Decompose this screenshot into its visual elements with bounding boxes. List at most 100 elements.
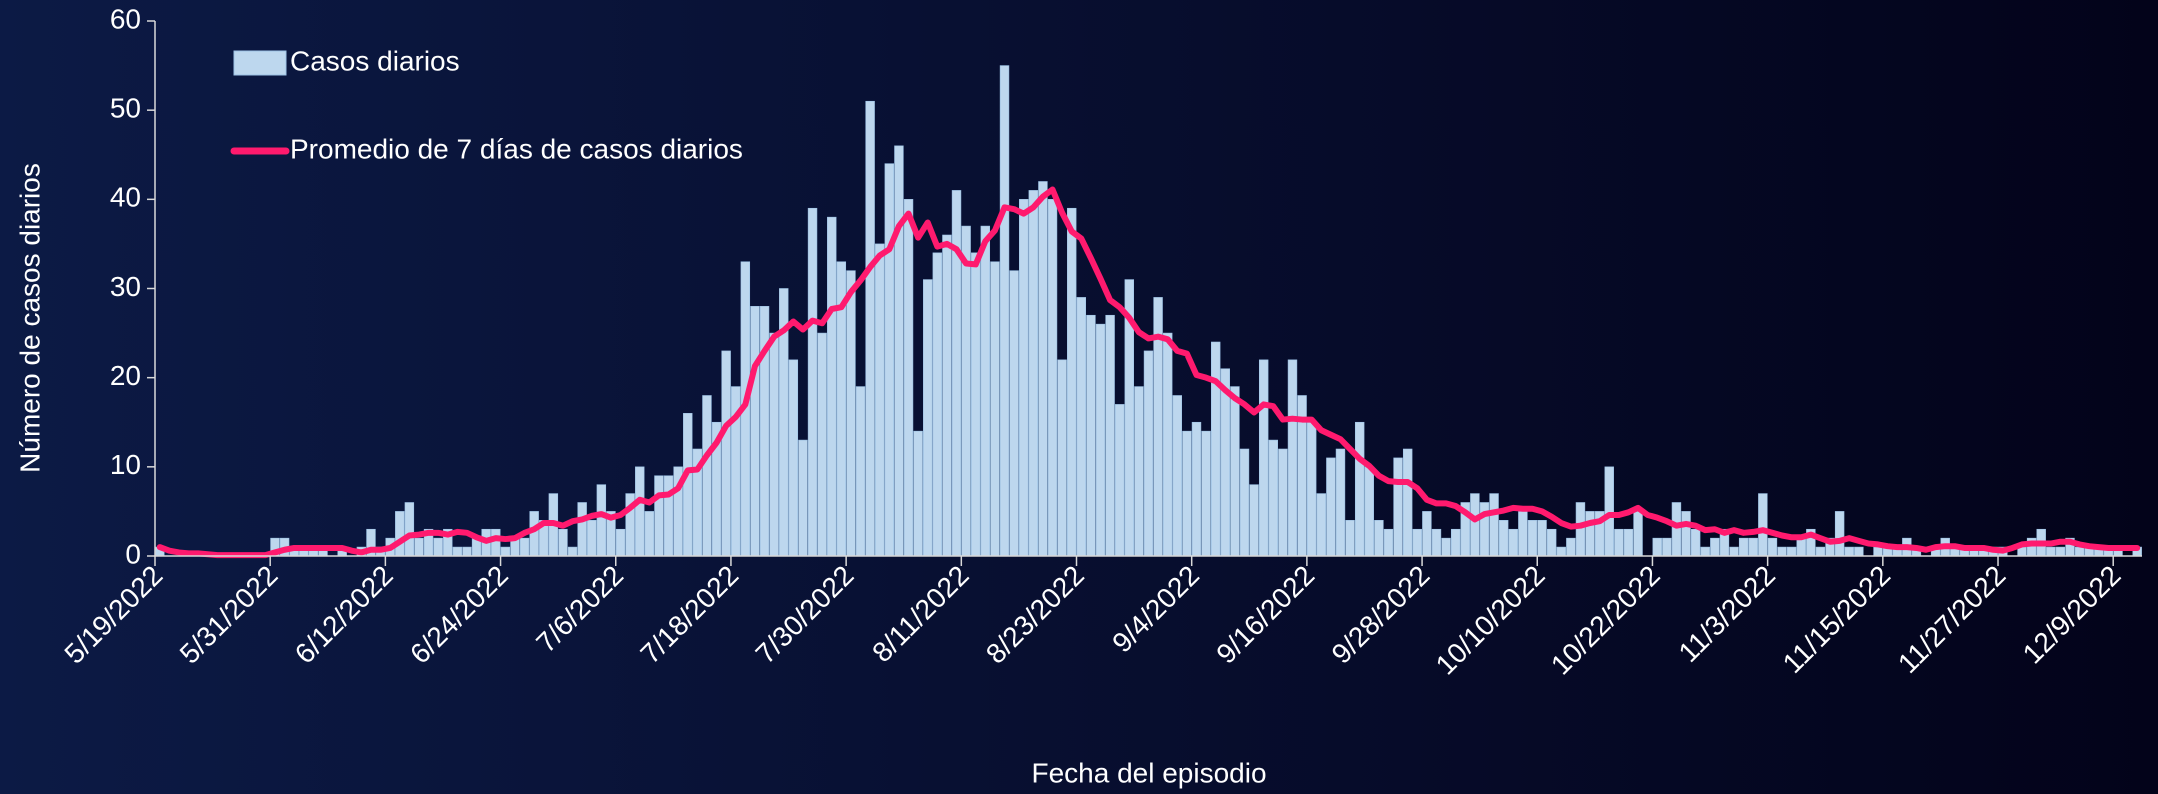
bar <box>990 261 1000 557</box>
bar <box>1690 528 1701 557</box>
bar <box>452 546 463 557</box>
bar <box>1364 466 1374 557</box>
bar <box>404 502 415 557</box>
bar <box>1268 439 1278 557</box>
bar <box>913 430 923 557</box>
bar <box>654 475 664 557</box>
bar <box>1287 359 1298 557</box>
bar <box>1633 511 1643 557</box>
bar <box>558 528 568 557</box>
y-tick-label: 0 <box>125 538 141 569</box>
bar <box>1393 457 1403 557</box>
bar <box>635 466 645 557</box>
bar <box>807 207 818 557</box>
legend-swatch <box>233 50 287 76</box>
bar <box>1614 528 1624 557</box>
bar <box>865 100 875 557</box>
y-axis-title: Número de casos diarios <box>14 163 45 473</box>
bar <box>1162 332 1173 557</box>
bar <box>980 225 991 557</box>
bar <box>1038 181 1048 557</box>
bar <box>1412 528 1422 557</box>
bar <box>1335 448 1346 557</box>
bar <box>798 439 808 557</box>
y-tick-label: 50 <box>110 93 141 124</box>
bar <box>932 252 943 557</box>
bar <box>1201 430 1211 557</box>
bar <box>596 484 607 557</box>
bar <box>395 511 405 557</box>
bar <box>750 306 760 557</box>
bar <box>1815 546 1826 557</box>
bar <box>1422 511 1432 557</box>
bar <box>1115 404 1125 557</box>
bar <box>1681 511 1691 557</box>
bar <box>1873 546 1883 557</box>
y-tick-label: 40 <box>110 182 141 213</box>
bar <box>1383 528 1394 557</box>
bar <box>1345 520 1355 557</box>
legend-label: Casos diarios <box>290 45 460 76</box>
bar <box>1738 537 1749 557</box>
bar <box>2055 546 2066 557</box>
bar <box>1191 421 1202 557</box>
bar <box>884 163 895 557</box>
bar <box>1441 537 1451 557</box>
bar <box>1604 466 1614 557</box>
bar <box>1623 528 1634 557</box>
bar <box>1249 484 1259 557</box>
bar <box>414 537 424 557</box>
bar <box>1671 502 1682 557</box>
bar <box>2046 546 2056 557</box>
y-tick-label: 60 <box>110 3 141 34</box>
bar <box>1134 386 1144 557</box>
bar <box>855 386 866 557</box>
bar <box>769 332 779 557</box>
bar <box>1700 546 1710 557</box>
bar <box>1662 537 1672 557</box>
bar <box>1220 368 1230 557</box>
bar <box>491 528 501 557</box>
bar <box>1758 493 1768 557</box>
bar <box>2074 546 2085 557</box>
bar <box>1498 520 1509 557</box>
bar <box>1777 546 1787 557</box>
bar <box>529 511 539 557</box>
bar <box>519 537 530 557</box>
bar <box>923 279 933 557</box>
bar <box>1009 270 1019 557</box>
bar <box>846 270 856 557</box>
bar <box>1585 511 1595 557</box>
bar <box>903 199 914 557</box>
bar <box>1076 297 1087 557</box>
bar <box>1019 199 1029 557</box>
average-line <box>156 186 2141 559</box>
bar <box>1095 323 1106 557</box>
bar <box>577 502 587 557</box>
bar <box>567 546 578 557</box>
bar <box>1374 520 1384 557</box>
bar <box>1182 430 1192 557</box>
bar <box>1047 199 1058 557</box>
bar <box>817 332 827 557</box>
bar <box>1470 493 1480 557</box>
bar <box>961 225 971 557</box>
bar <box>1546 528 1557 557</box>
bar <box>827 216 837 557</box>
bar <box>1306 421 1317 557</box>
bar <box>1057 359 1067 557</box>
bar <box>1105 314 1115 557</box>
bar <box>1489 493 1499 557</box>
bar <box>500 546 511 557</box>
bar <box>1518 511 1528 557</box>
bar <box>702 395 712 557</box>
bar <box>1431 528 1442 557</box>
bar <box>1143 350 1154 557</box>
bar <box>433 537 443 557</box>
bar <box>1258 359 1269 557</box>
y-tick-label: 10 <box>110 449 141 480</box>
bar <box>1844 546 1854 557</box>
bar <box>1729 546 1739 557</box>
